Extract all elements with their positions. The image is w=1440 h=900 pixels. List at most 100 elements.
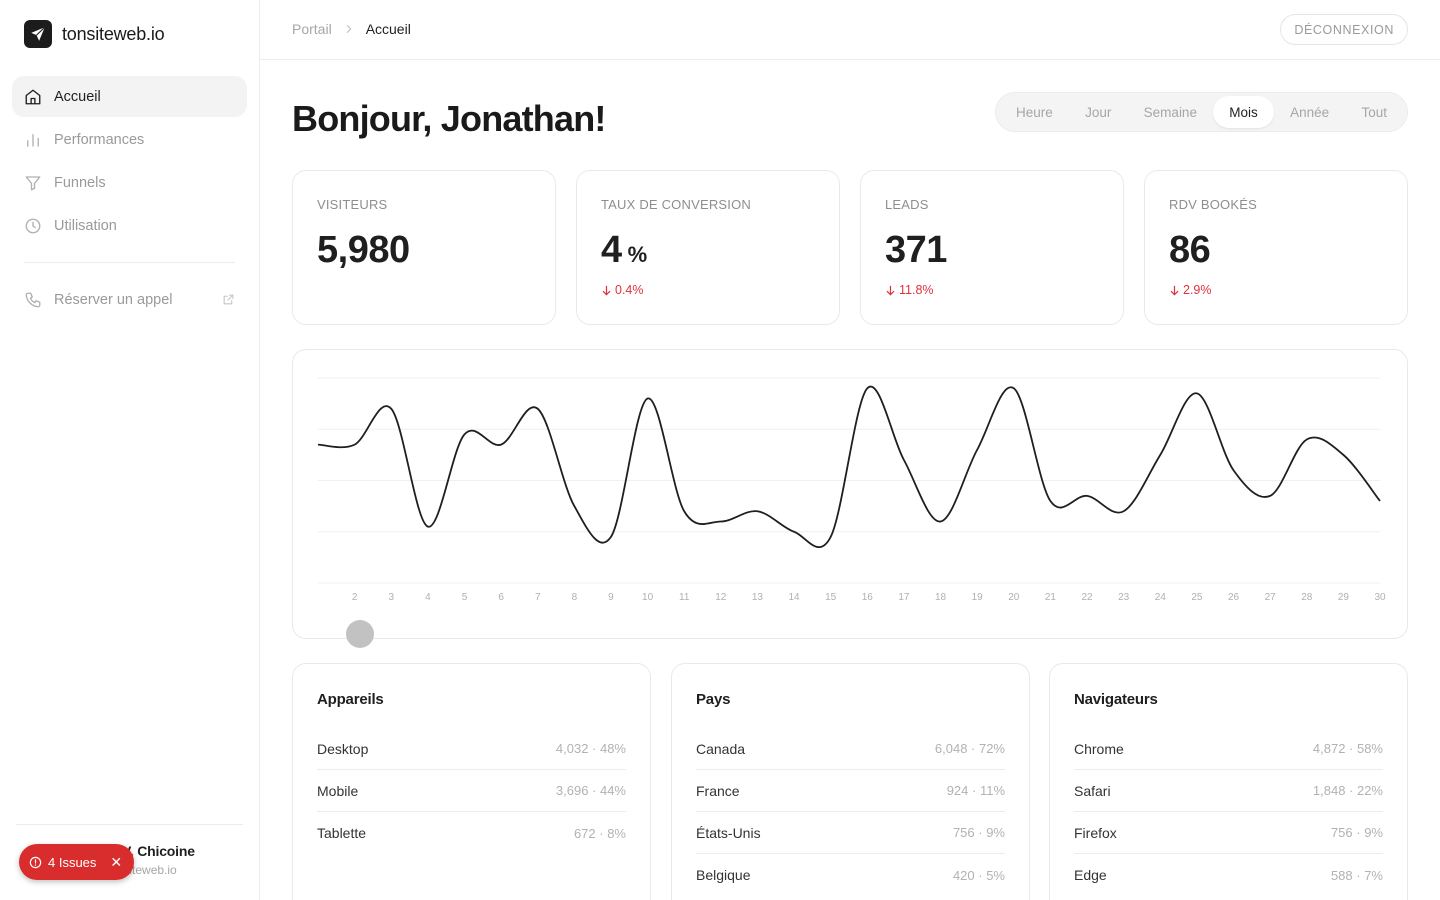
x-tick-label: 22 (1081, 592, 1093, 603)
series-line (317, 385, 1381, 549)
list-item: Safari 1,848 · 22% (1074, 770, 1383, 812)
devices-card: Appareils Desktop 4,032 · 48% Mobile 3,696… (292, 663, 651, 900)
home-icon (25, 89, 41, 104)
card-title: Pays (696, 691, 731, 708)
paper-plane-icon (24, 20, 52, 48)
x-tick-label: 30 (1374, 592, 1386, 603)
sidebar-nav: Accueil Performances Funnels Utilisation (12, 76, 247, 248)
issues-badge[interactable]: 4 Issues ✕ (19, 844, 135, 880)
sidebar-item-label: Utilisation (54, 217, 117, 234)
sidebar-item-funnels[interactable]: Funnels (12, 162, 247, 203)
sidebar-item-accueil[interactable]: Accueil (12, 76, 247, 117)
stat-value: 5,980 (317, 229, 410, 271)
x-tick-label: 17 (898, 592, 910, 603)
stat-delta: 11.8% (885, 283, 934, 297)
period-annee[interactable]: Année (1290, 104, 1330, 120)
countries-card: Pays Canada 6,048 · 72% France 924 · 11% É… (671, 663, 1030, 900)
logout-button[interactable]: DÉCONNEXION (1280, 14, 1408, 45)
x-tick-label: 8 (572, 592, 578, 603)
list-item: Belgique 420 · 5% (696, 867, 1005, 883)
x-tick-label: 7 (535, 592, 541, 603)
brand-name: tonsiteweb.io (62, 23, 165, 44)
period-tout[interactable]: Tout (1361, 104, 1387, 120)
bar-chart-icon (27, 133, 39, 147)
x-tick-label: 18 (935, 592, 947, 603)
card-title: Navigateurs (1074, 691, 1158, 708)
stat-label: VISITEURS (317, 197, 388, 212)
stat-value: 4% (601, 229, 648, 271)
x-tick-label: 12 (715, 592, 727, 603)
sidebar-item-label: Accueil (54, 88, 101, 105)
x-tick-label: 19 (972, 592, 984, 603)
list: Canada 6,048 · 72% France 924 · 11% États-… (696, 728, 1005, 896)
stat-delta: 0.4% (601, 283, 644, 297)
breadcrumb: Portail Accueil (292, 21, 411, 37)
period-mois[interactable]: Mois (1213, 96, 1274, 128)
x-tick-label: 6 (498, 592, 504, 603)
list-item: États-Unis 756 · 9% (696, 812, 1005, 854)
card-title: Appareils (317, 691, 384, 708)
alert-circle-icon (29, 856, 42, 868)
divider (24, 262, 235, 263)
x-tick-label: 26 (1228, 592, 1240, 603)
list: Desktop 4,032 · 48% Mobile 3,696 · 44% Tab… (317, 728, 626, 854)
period-jour[interactable]: Jour (1085, 104, 1112, 120)
stat-value: 371 (885, 229, 947, 271)
visitors-chart-card: 2 3 4 5 6 7 8 9 10 11 12 13 14 15 16 17 18 19 20 21 22 23 24 25… (292, 349, 1408, 639)
stat-delta: 2.9% (1169, 283, 1212, 297)
stat-label: LEADS (885, 197, 929, 212)
stat-unit: % (627, 242, 648, 267)
list-item: Tablette 672 · 8% (317, 825, 626, 841)
breadcrumb-accueil: Accueil (365, 21, 411, 37)
x-tick-label: 5 (462, 592, 468, 603)
sidebar: tonsiteweb.io Accueil Performances Funne… (0, 0, 260, 900)
breadcrumb-portail[interactable]: Portail (292, 21, 332, 37)
x-tick-label: 16 (862, 592, 874, 603)
list-item: Chrome 4,872 · 58% (1074, 728, 1383, 770)
phone-icon (25, 292, 41, 308)
divider (16, 824, 243, 825)
x-tick-label: 23 (1118, 592, 1130, 603)
x-tick-label: 24 (1155, 592, 1167, 603)
x-tick-label: 4 (425, 592, 431, 603)
x-tick-label: 20 (1008, 592, 1020, 603)
period-selector: Heure Jour Semaine Mois Année Tout (995, 92, 1408, 132)
stat-value: 86 (1169, 229, 1211, 271)
period-semaine[interactable]: Semaine (1143, 104, 1197, 120)
list-item: Firefox 756 · 9% (1074, 812, 1383, 854)
x-tick-label: 21 (1045, 592, 1057, 603)
book-call-link[interactable]: Réserver un appel (12, 280, 247, 320)
chevron-right-icon (346, 25, 352, 33)
sidebar-item-utilisation[interactable]: Utilisation (12, 205, 247, 246)
sidebar-item-performances[interactable]: Performances (12, 119, 247, 160)
funnel-icon (25, 175, 41, 190)
x-tick-label: 14 (789, 592, 801, 603)
x-tick-label: 29 (1338, 592, 1350, 603)
stat-card-visiteurs: VISITEURS 5,980 (292, 170, 556, 325)
issues-label: 4 Issues (48, 854, 97, 870)
chart-scrub-handle[interactable] (346, 620, 374, 648)
list-item: Mobile 3,696 · 44% (317, 770, 626, 812)
list-item: Edge 588 · 7% (1074, 867, 1383, 883)
user-name: n V. Chicoine (110, 843, 195, 859)
list-item: Canada 6,048 · 72% (696, 728, 1005, 770)
brand[interactable]: tonsiteweb.io (24, 20, 165, 48)
book-call-label: Réserver un appel (54, 292, 173, 308)
arrow-down-icon (602, 285, 611, 295)
x-tick-label: 25 (1191, 592, 1203, 603)
stat-label: RDV BOOKÉS (1169, 197, 1257, 212)
x-tick-label: 27 (1265, 592, 1277, 603)
stat-card-rdv: RDV BOOKÉS 86 2.9% (1144, 170, 1408, 325)
sidebar-item-label: Funnels (54, 174, 106, 191)
arrow-down-icon (1170, 285, 1179, 295)
clock-icon (25, 218, 41, 233)
x-tick-label: 2 (352, 592, 358, 603)
period-heure[interactable]: Heure (1016, 104, 1053, 120)
browsers-card: Navigateurs Chrome 4,872 · 58% Safari 1,84… (1049, 663, 1408, 900)
x-tick-label: 11 (679, 592, 690, 603)
line-chart[interactable]: 2 3 4 5 6 7 8 9 10 11 12 13 14 15 16 17 18 19 20 21 22 23 24 25… (293, 350, 1409, 640)
x-tick-label: 3 (388, 592, 394, 603)
close-icon[interactable]: ✕ (110, 853, 123, 870)
list-item: France 924 · 11% (696, 770, 1005, 812)
sidebar-item-label: Performances (54, 131, 145, 148)
